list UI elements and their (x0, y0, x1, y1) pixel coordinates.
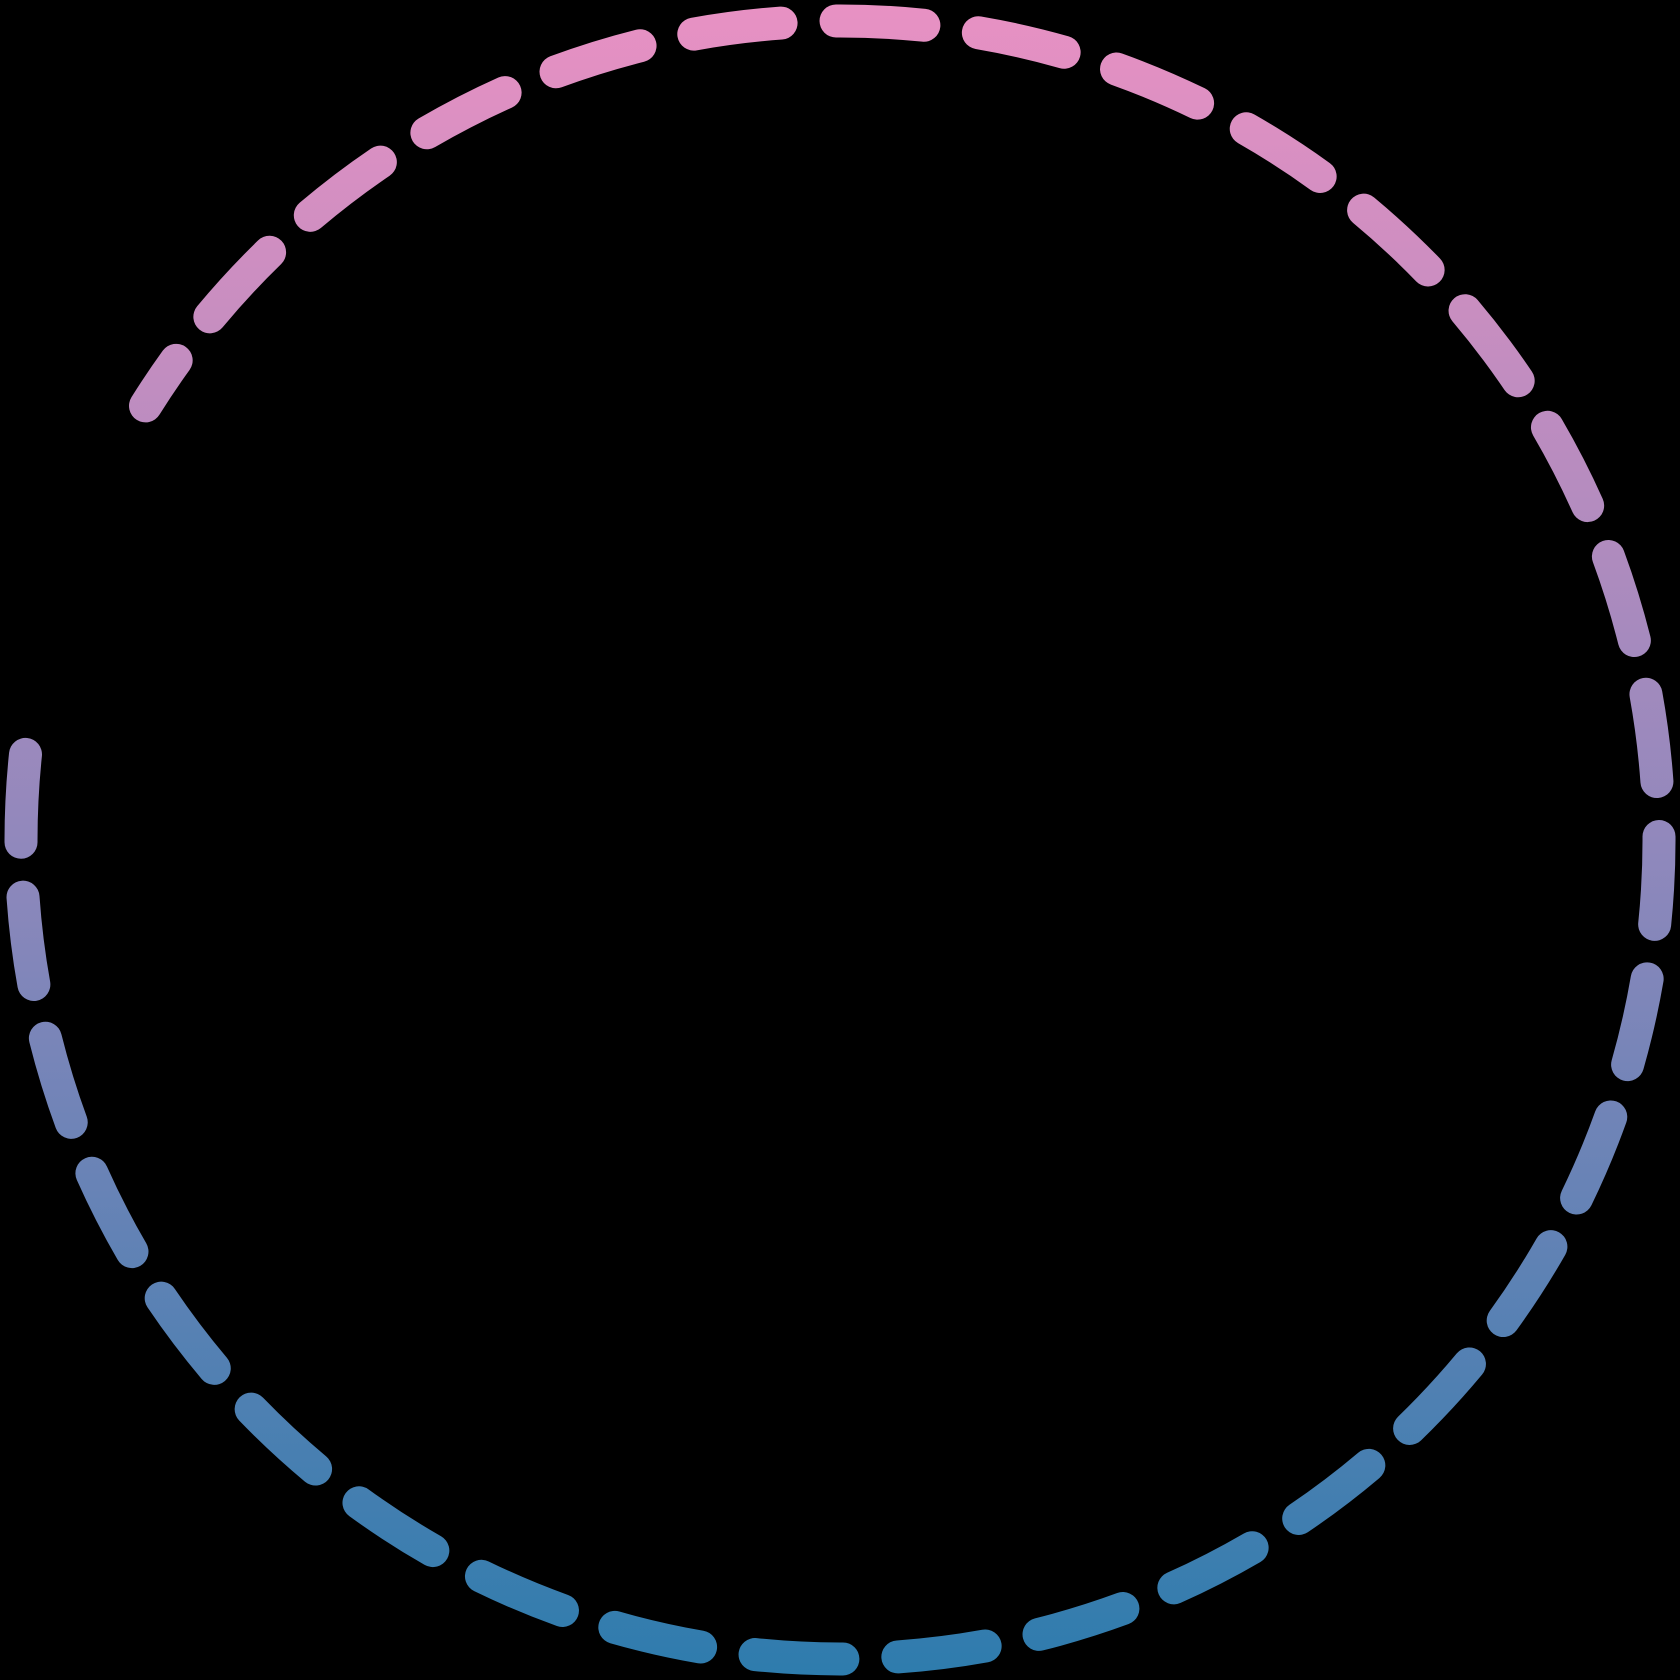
dashed-arc-icon (4, 4, 1676, 1676)
